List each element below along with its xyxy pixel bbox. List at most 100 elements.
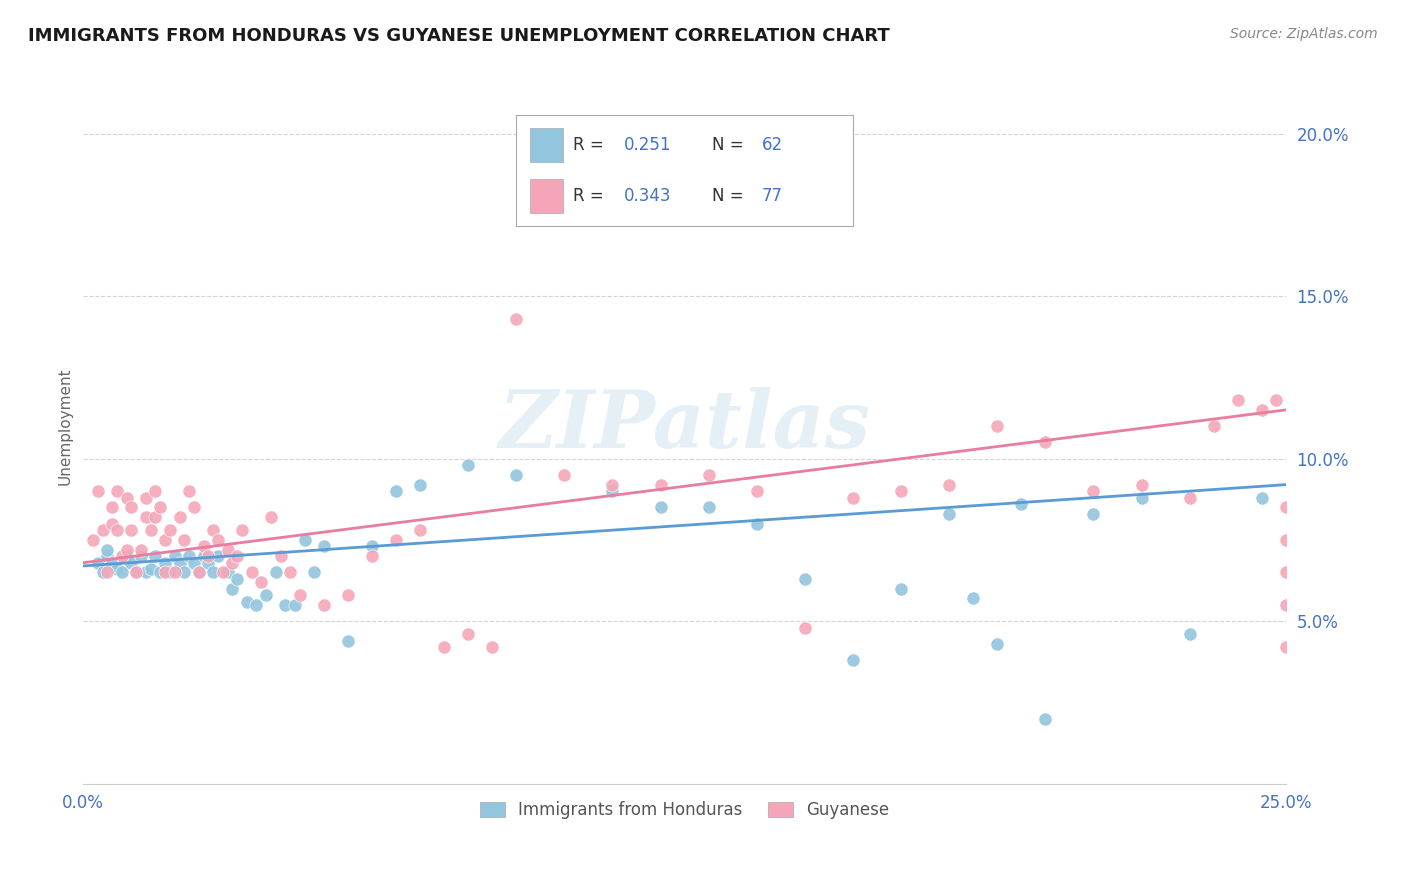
Point [187,566,209,580]
Text: Source: ZipAtlas.com: Source: ZipAtlas.com [1230,27,1378,41]
Point [153,533,176,547]
Point [101,516,124,531]
Text: ZIPatlas: ZIPatlas [499,387,870,465]
Point [96,549,118,564]
Point [284,598,307,612]
Point [553,467,575,482]
Point [240,566,263,580]
Point [115,542,138,557]
Legend: Immigrants from Honduras, Guyanese: Immigrants from Honduras, Guyanese [474,794,896,825]
Point [207,533,229,547]
Point [312,540,335,554]
Point [278,566,301,580]
Point [1275,566,1298,580]
Point [553,208,575,222]
Text: IMMIGRANTS FROM HONDURAS VS GUYANESE UNEMPLOYMENT CORRELATION CHART: IMMIGRANTS FROM HONDURAS VS GUYANESE UNE… [28,27,890,45]
Point [87,556,110,570]
Point [221,582,243,596]
Point [409,523,432,537]
Point [270,549,292,564]
Point [101,556,124,570]
Point [294,533,316,547]
Point [602,484,624,499]
Point [217,566,239,580]
Point [1010,497,1032,511]
Point [254,588,277,602]
Point [183,556,205,570]
Point [159,566,181,580]
Point [505,467,527,482]
Point [481,640,503,655]
Point [169,556,191,570]
Point [288,588,311,602]
Point [1202,419,1225,434]
Point [745,516,768,531]
Point [793,572,815,586]
Point [842,491,865,505]
Point [125,566,148,580]
Point [193,549,215,564]
Point [202,566,225,580]
Point [938,477,960,491]
Point [433,640,456,655]
Point [1275,640,1298,655]
Point [120,500,142,515]
Point [697,500,720,515]
Point [302,566,325,580]
Point [179,484,201,499]
Point [1130,477,1153,491]
Point [457,627,479,641]
Point [183,500,205,515]
Point [260,510,283,524]
Point [159,523,181,537]
Point [173,566,195,580]
Y-axis label: Unemployment: Unemployment [58,368,72,485]
Point [153,556,176,570]
Point [938,507,960,521]
Point [1275,500,1298,515]
Point [120,523,142,537]
Point [1083,507,1105,521]
Point [149,500,172,515]
Point [1250,402,1272,417]
Point [336,633,359,648]
Point [211,566,233,580]
Point [135,491,157,505]
Point [274,598,297,612]
Point [197,556,219,570]
Point [650,500,672,515]
Point [105,484,128,499]
Point [96,566,118,580]
Point [505,311,527,326]
Point [1035,712,1057,726]
Point [202,523,225,537]
Point [111,549,134,564]
Point [890,484,912,499]
Point [962,591,984,606]
Point [650,477,672,491]
Point [361,540,384,554]
Point [250,575,273,590]
Point [179,549,201,564]
Point [1265,393,1288,408]
Point [385,533,408,547]
Point [129,549,152,564]
Point [91,566,114,580]
Point [193,540,215,554]
Point [842,653,865,667]
Point [1130,491,1153,505]
Point [139,562,162,576]
Point [105,562,128,576]
Point [149,566,172,580]
Point [457,458,479,472]
Point [163,566,186,580]
Point [226,549,249,564]
Point [96,542,118,557]
Point [602,477,624,491]
Point [145,484,167,499]
Point [120,556,142,570]
Point [1035,435,1057,450]
Point [793,621,815,635]
Point [135,566,157,580]
Point [169,510,191,524]
